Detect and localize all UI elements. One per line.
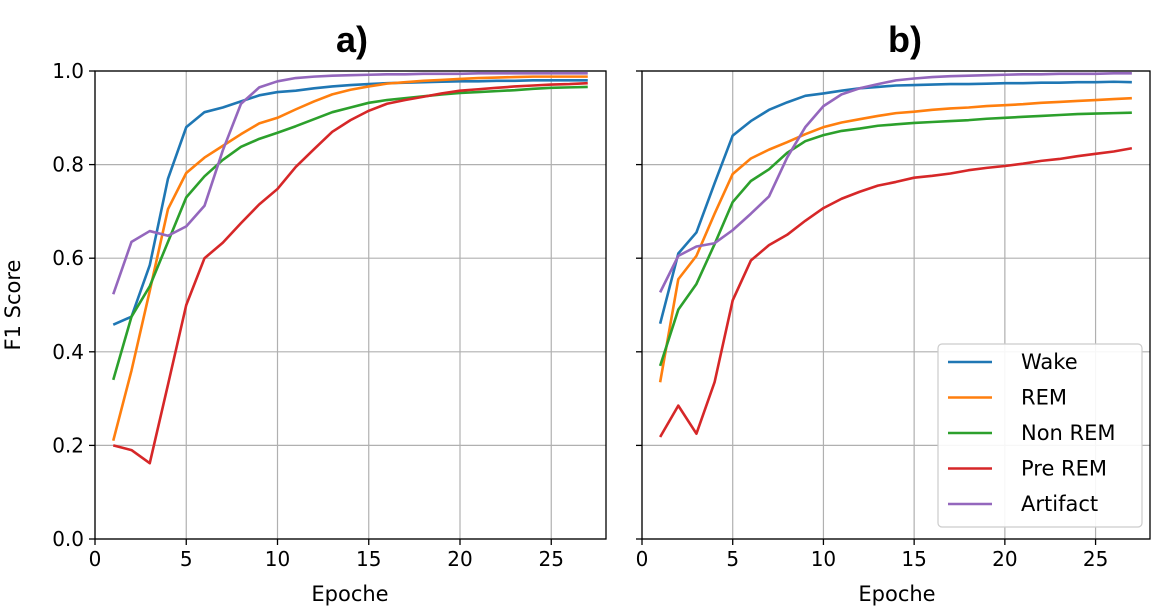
panel-b-ticks: 0 5 10 15 20 25 [636, 70, 1108, 571]
panel-a-y-axis-label: F1 Score [1, 260, 25, 351]
panel-a-grid [94, 70, 606, 540]
panel-b-legend: Wake REM Non REM Pre REM Artifact [937, 343, 1143, 528]
panel-a-ytick-label-0-2: 0.2 [52, 433, 84, 457]
panel-b-xtick-label-5: 5 [726, 547, 739, 571]
legend-label-pre-rem: Pre REM [1021, 457, 1107, 481]
panel-a-series-artifact-line [112, 72, 588, 295]
panel-a-lines [111, 72, 588, 465]
panel-a-ytick-label-0-4: 0.4 [52, 340, 84, 364]
panel-a-ytick-label-0-0: 0.0 [52, 527, 84, 551]
panel-a-series-pre-rem-line [112, 81, 588, 465]
panel-b-x-axis-label: Epoche [858, 582, 935, 606]
panel-a-ytick-label-1-0: 1.0 [52, 59, 84, 83]
legend-box [937, 343, 1143, 528]
panel-b-series-rem-line [658, 96, 1132, 383]
panel-b-lines [658, 72, 1133, 438]
panel-b: b) 0 5 10 15 20 25 Epoche Wake REM Non REM Pre R… [636, 19, 1151, 606]
panel-a-xtick-label-10: 10 [265, 547, 290, 571]
panel-a-xtick-label-20: 20 [447, 547, 472, 571]
panel-b-xtick-label-20: 20 [992, 547, 1017, 571]
legend-label-non-rem: Non REM [1021, 421, 1116, 445]
legend-label-artifact: Artifact [1021, 492, 1098, 516]
panel-b-series-pre-rem-line [659, 146, 1133, 438]
panel-b-series-wake-line [658, 80, 1132, 325]
panel-a-ytick-label-0-8: 0.8 [52, 153, 84, 177]
panel-a-xtick-label-5: 5 [180, 547, 193, 571]
legend-label-rem: REM [1021, 386, 1067, 410]
panel-a-series-rem-line [111, 75, 588, 442]
panel-b-xtick-label-25: 25 [1083, 547, 1108, 571]
legend-label-wake: Wake [1021, 350, 1078, 374]
panel-b-frame [641, 70, 1151, 540]
panel-a-xtick-label-15: 15 [356, 547, 381, 571]
panel-b-series-non-rem-line [658, 111, 1132, 367]
panel-b-xtick-label-10: 10 [811, 547, 836, 571]
panel-a-series-non-rem-line [112, 85, 588, 381]
panel-a-xtick-label-25: 25 [539, 547, 564, 571]
panel-a-series-wake-line [112, 79, 588, 326]
panel-a-ytick-label-0-6: 0.6 [52, 246, 84, 270]
panel-b-title: b) [888, 19, 922, 60]
panel-a-ticks: 0 5 10 15 20 25 0.0 0.2 0.4 0.6 0.8 1.0 [52, 59, 564, 571]
panel-a-x-axis-label: Epoche [311, 582, 388, 606]
panel-b-series-artifact-line [658, 72, 1132, 293]
panel-a: a) 0 5 10 15 20 25 0.0 0.2 0.4 0.6 0.8 1.0 Epoche F… [1, 19, 607, 606]
panel-b-xtick-label-15: 15 [901, 547, 926, 571]
panel-a-frame [94, 70, 607, 540]
panel-a-xtick-label-0: 0 [89, 547, 102, 571]
panel-b-xtick-label-0: 0 [636, 547, 649, 571]
panel-a-title: a) [336, 19, 368, 60]
